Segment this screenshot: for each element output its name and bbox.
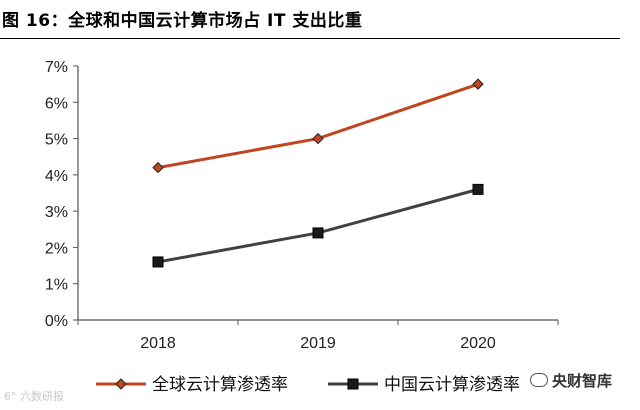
legend-label: 中国云计算渗透率 — [384, 375, 520, 395]
x-tick-label: 2019 — [300, 335, 336, 352]
legend-swatch-marker — [115, 378, 127, 390]
watermark-left: 6° 六数研报 — [4, 390, 64, 403]
legend-swatch-marker — [347, 378, 359, 390]
y-tick-label: 3% — [45, 204, 68, 221]
chat-bubble-icon — [530, 373, 548, 387]
y-tick-label: 5% — [45, 132, 68, 149]
watermark-right-text: 央财智库 — [552, 372, 613, 390]
chart-axes — [77, 66, 558, 321]
series-line — [157, 82, 479, 170]
data-point — [312, 227, 324, 239]
y-tick-label: 0% — [45, 313, 68, 330]
series-line — [157, 187, 479, 264]
y-tick-label: 7% — [45, 59, 68, 76]
x-axis-ticks: 2018 2019 2020 — [77, 320, 559, 352]
y-tick-label: 6% — [45, 95, 68, 112]
legend-label: 全球云计算渗透率 — [152, 375, 288, 395]
figure-title: 图 16：全球和中国云计算市场占 IT 支出比重 — [2, 11, 363, 31]
y-tick-label: 4% — [45, 168, 68, 185]
data-point — [312, 132, 324, 145]
y-tick-label: 1% — [45, 277, 68, 294]
data-point — [472, 78, 484, 90]
data-point — [152, 256, 164, 268]
series-markers — [152, 78, 484, 268]
y-tick-label: 2% — [45, 240, 68, 257]
x-tick-label: 2020 — [460, 335, 496, 352]
y-axis-ticks: 0% 1% 2% 3% 4% 5% 6% 7% — [45, 59, 78, 330]
title-underline — [0, 38, 620, 39]
data-point — [472, 183, 484, 195]
x-tick-label: 2018 — [140, 335, 176, 352]
chart-legend: 全球云计算渗透率 中国云计算渗透率 — [96, 375, 520, 395]
data-point — [152, 161, 164, 174]
watermark-right: 央财智库 — [530, 370, 612, 391]
